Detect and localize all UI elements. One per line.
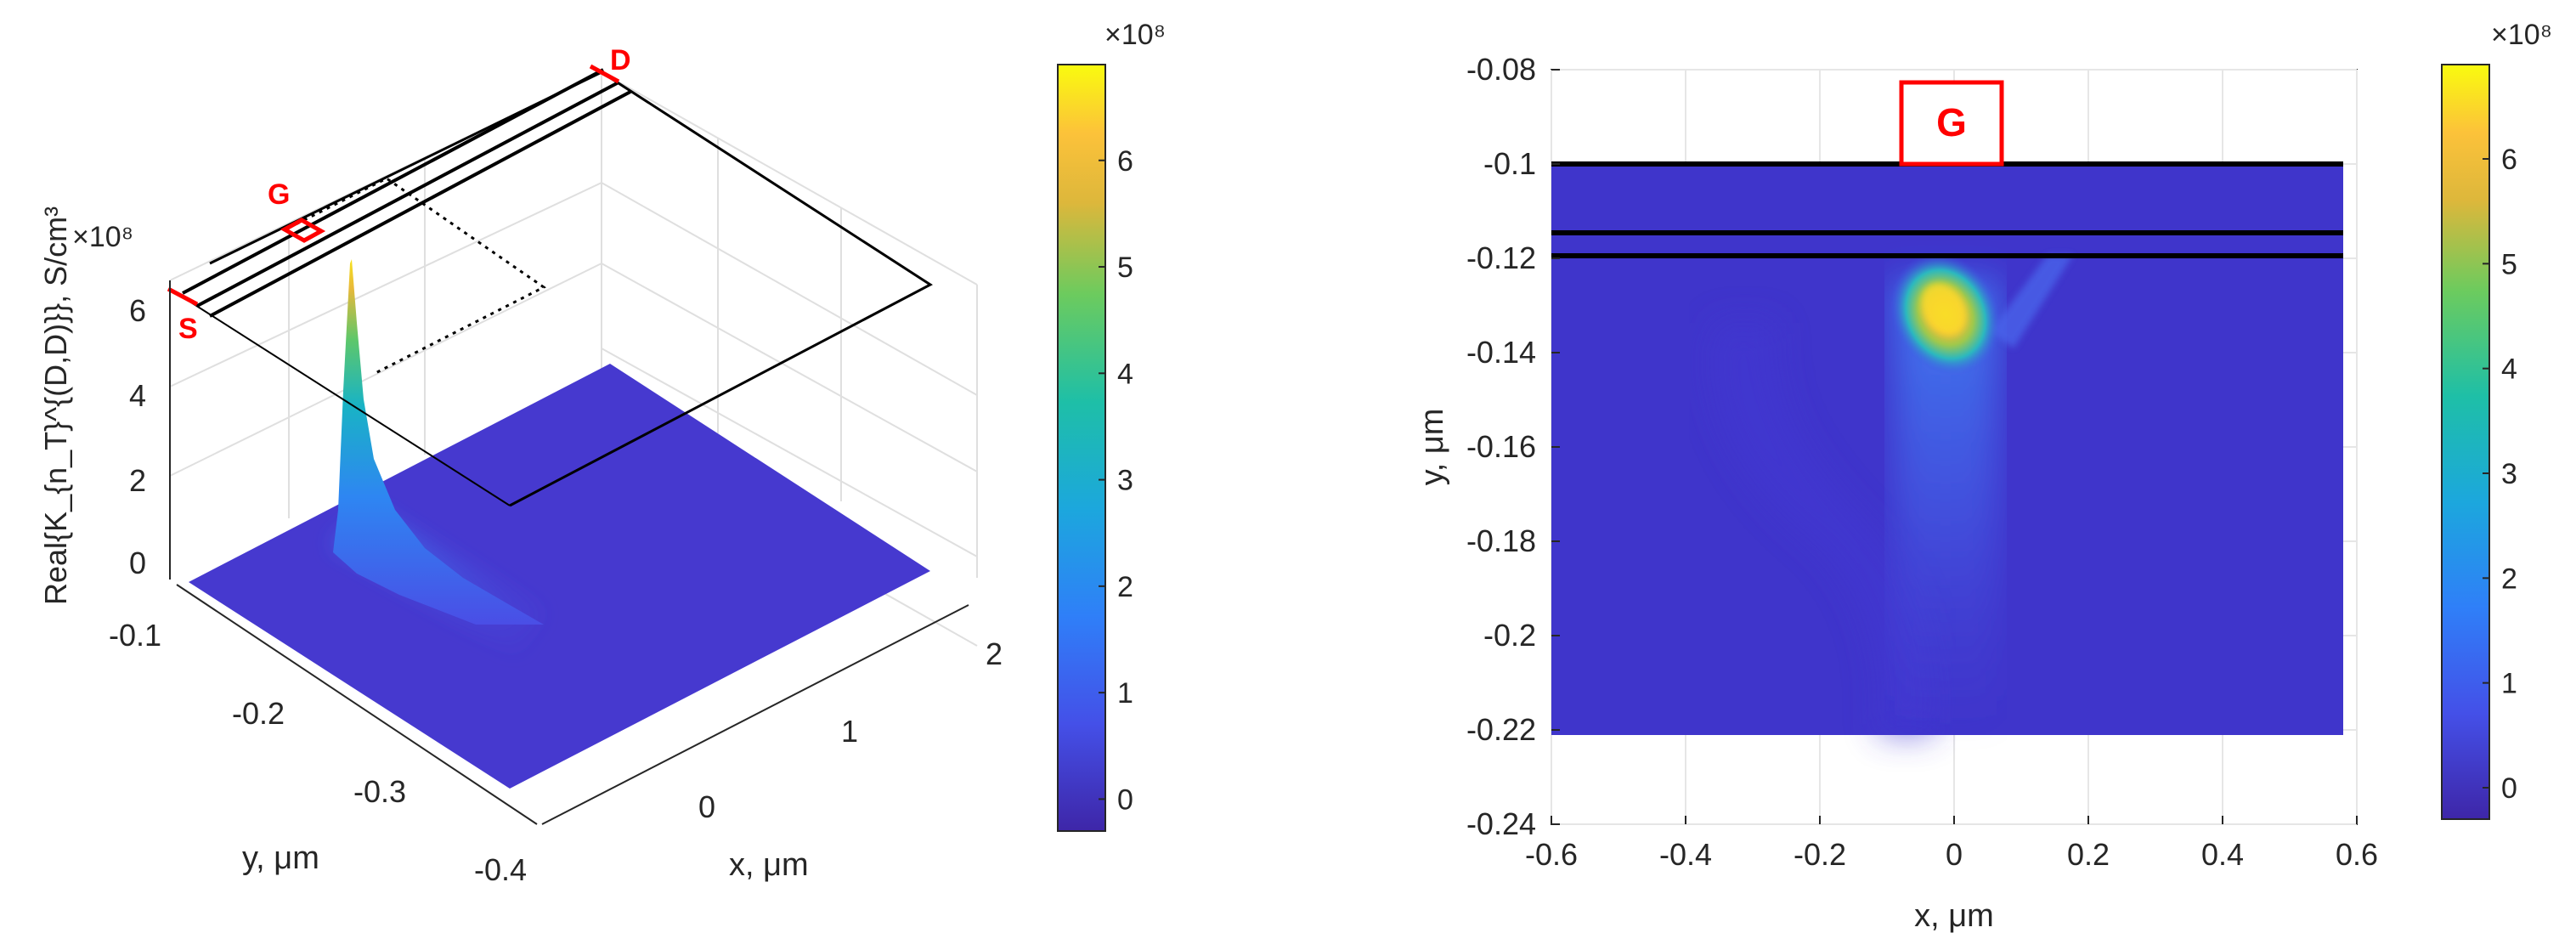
x-tick-label: 0.4 bbox=[2201, 837, 2244, 872]
colorbar-left-exponent: ×10⁸ bbox=[1104, 19, 1166, 51]
z-axis-ticks: 0 2 4 6 bbox=[129, 293, 146, 580]
y-tick-label: -0.1 bbox=[1483, 146, 1536, 181]
z-tick-label: 0 bbox=[129, 546, 146, 580]
surface-3d-panel: S G D 0 2 4 6 ×10⁸ -0.1 -0.2 -0.3 -0.4 0… bbox=[38, 44, 1003, 887]
axes-3d bbox=[169, 280, 969, 825]
gate-box bbox=[1899, 80, 2004, 167]
colorbar-right: ×10⁸ 0 1 2 3 4 5 6 bbox=[2441, 19, 2552, 820]
colorbar-tick-label: 2 bbox=[2501, 563, 2517, 595]
heatmap-diagonal-streak bbox=[1990, 255, 2073, 348]
colorbar-tick-label: 5 bbox=[1117, 252, 1133, 284]
y-tick-label: -0.22 bbox=[1466, 712, 1536, 747]
x-tick-label: -0.4 bbox=[1659, 837, 1712, 872]
y-tick-label: -0.24 bbox=[1466, 806, 1536, 841]
z-tick-label: 2 bbox=[129, 463, 146, 498]
x-axis-label-3d: x, μm bbox=[729, 847, 809, 883]
colorbar-right-exponent: ×10⁸ bbox=[2491, 19, 2552, 51]
y-tick-label: -0.12 bbox=[1466, 240, 1536, 275]
colorbar-tick-label: 5 bbox=[2501, 248, 2517, 280]
heatmap-x-axis-label: x, μm bbox=[1914, 898, 1994, 934]
x-tick-label: 1 bbox=[841, 714, 858, 749]
colorbar-tick-label: 4 bbox=[2501, 353, 2517, 386]
z-tick-label: 6 bbox=[129, 293, 146, 328]
y-tick-label: -0.16 bbox=[1466, 429, 1536, 464]
y-axis-ticks-3d: -0.1 -0.2 -0.3 -0.4 bbox=[109, 618, 527, 887]
z-axis-label: Real{K_{n_T}^{(D,D)}}, S/cm³ bbox=[38, 206, 73, 605]
surface-peak bbox=[333, 259, 544, 625]
y-tick-label: -0.2 bbox=[232, 696, 285, 731]
x-tick-label: -0.6 bbox=[1525, 837, 1578, 872]
y-tick-label: -0.2 bbox=[1483, 618, 1536, 653]
colorbar-tick-label: 2 bbox=[1117, 571, 1133, 603]
colorbar-tick-label: 3 bbox=[1117, 465, 1133, 497]
heatmap-y-ticks: -0.08 -0.1 -0.12 -0.14 -0.16 -0.18 -0.2 -0.22 -0… bbox=[1466, 52, 1560, 841]
source-label: S bbox=[178, 313, 198, 345]
heatmap-panel: G -0.6 -0.4 -0.2 0 0.2 0.4 0.6 -0.08-0.1-0.12-… bbox=[1415, 52, 2378, 934]
heatmap-faint-band bbox=[1712, 323, 1934, 735]
heatmap-hotspot-core bbox=[1921, 283, 1967, 336]
colorbar-tick-label: 6 bbox=[2501, 144, 2517, 176]
z-exponent: ×10⁸ bbox=[72, 221, 133, 253]
y-tick-label: -0.18 bbox=[1466, 523, 1536, 558]
colorbar-left-gradient bbox=[1057, 64, 1106, 832]
structure-markers bbox=[167, 64, 620, 307]
colorbar-tick-label: 0 bbox=[1117, 783, 1133, 816]
y-tick-label: -0.4 bbox=[474, 852, 527, 887]
x-tick-label: 0 bbox=[1946, 837, 1963, 872]
colorbar-left-ticks: 0 1 2 3 4 5 6 bbox=[1099, 145, 1133, 816]
gate-label-2d: G bbox=[1936, 100, 1967, 144]
colorbar-right-gradient bbox=[2441, 64, 2490, 820]
y-tick-label: -0.1 bbox=[109, 618, 161, 653]
x-axis-ticks-3d: 0 1 2 bbox=[698, 636, 1003, 824]
y-tick-label: -0.08 bbox=[1466, 52, 1536, 87]
x-tick-label: 0.6 bbox=[2336, 837, 2378, 872]
colorbar-tick-label: 4 bbox=[1117, 358, 1133, 390]
gate-label-3d: G bbox=[268, 178, 290, 211]
x-tick-label: 0 bbox=[698, 789, 715, 824]
x-tick-label: 2 bbox=[986, 636, 1003, 671]
heatmap-image bbox=[1551, 164, 2343, 735]
structure-outline bbox=[169, 68, 933, 507]
colorbar-tick-label: 1 bbox=[2501, 668, 2517, 700]
x-tick-label: -0.2 bbox=[1794, 837, 1846, 872]
colorbar-tick-label: 6 bbox=[1117, 145, 1133, 178]
y-tick-label: -0.3 bbox=[353, 774, 406, 809]
x-tick-label: 0.2 bbox=[2067, 837, 2110, 872]
colorbar-tick-label: 1 bbox=[1117, 677, 1133, 710]
z-tick-label: 4 bbox=[129, 378, 146, 413]
colorbar-tick-label: 3 bbox=[2501, 458, 2517, 490]
colorbar-tick-label: 0 bbox=[2501, 772, 2517, 805]
y-axis-label-3d: y, μm bbox=[242, 840, 319, 876]
y-tick-label: -0.14 bbox=[1466, 335, 1536, 370]
drain-label: D bbox=[610, 44, 631, 76]
colorbar-right-ticks: 0 1 2 3 4 5 6 bbox=[2483, 144, 2517, 805]
heatmap-y-axis-label: y, μm bbox=[1415, 409, 1450, 486]
surface-floor bbox=[189, 364, 930, 789]
colorbar-left: ×10⁸ 0 1 2 3 4 5 6 bbox=[1057, 19, 1166, 832]
heatmap-x-ticks: -0.6 -0.4 -0.2 0 0.2 0.4 0.6 bbox=[1525, 816, 2378, 872]
